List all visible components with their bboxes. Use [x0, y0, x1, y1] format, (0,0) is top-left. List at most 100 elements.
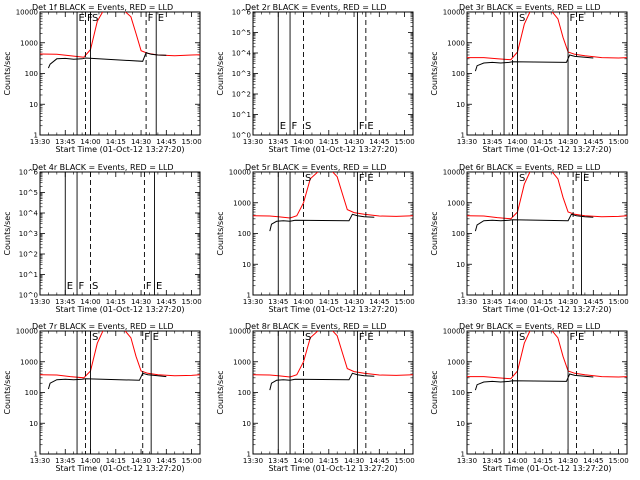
series-line-lld [467, 331, 627, 380]
x-tick-label: 14:15 [319, 298, 339, 306]
marker-label: F [146, 281, 152, 292]
x-tick-label: 14:15 [319, 138, 339, 146]
x-tick-label: 15:00 [608, 138, 628, 146]
y-tick-label: 10 [456, 101, 465, 109]
y-tick-label: 10^2 [232, 91, 251, 99]
plot-area [64, 172, 155, 295]
x-axis-label: Start Time (01-Oct-12 13:27:20) [482, 464, 611, 473]
series-line-lld [467, 172, 627, 220]
marker-label: E [280, 121, 286, 132]
y-tick-label: 1 [34, 451, 38, 459]
y-tick-label: 10^4 [232, 50, 252, 58]
marker-label: E [367, 121, 373, 132]
x-tick-label: 14:45 [156, 138, 176, 146]
y-axis-label: Counts/sec [430, 211, 439, 255]
y-tick-label: 100 [452, 70, 465, 78]
y-axis-label: Counts/sec [3, 51, 12, 95]
x-tick-label: 15:00 [181, 138, 201, 146]
y-tick-label: 100 [238, 230, 251, 238]
x-axis-label: Start Time (01-Oct-12 13:27:20) [55, 464, 184, 473]
series-line-events [474, 373, 594, 391]
panel-det-8: 1 10 100 1000 10000 13:30 13:45 14:00 14:15 14:30… [216, 322, 415, 473]
y-tick-label: 10^2 [19, 251, 38, 259]
marker-label: S [519, 332, 525, 343]
panel-title: Det 8r BLACK = Events, RED = LLD [245, 322, 387, 331]
x-tick-label: 15:00 [608, 457, 628, 465]
x-tick-label: 14:30 [558, 138, 578, 146]
x-tick-label: 14:00 [293, 457, 313, 465]
marker-label: S [305, 173, 311, 184]
y-tick-label: 10 [29, 420, 38, 428]
x-axis-label: Start Time (01-Oct-12 13:27:20) [55, 305, 184, 314]
panel-title: Det 5r BLACK = Events, RED = LLD [245, 163, 387, 172]
x-axis-label: Start Time (01-Oct-12 13:27:20) [55, 145, 184, 154]
y-tick-label: 1 [461, 451, 465, 459]
x-tick-label: 15:00 [394, 138, 414, 146]
plot-area [253, 331, 413, 454]
y-tick-label: 10^1 [19, 271, 38, 279]
y-tick-label: 10^5 [19, 189, 38, 197]
y-tick-label: 10^1 [232, 111, 251, 119]
x-tick-label: 13:30 [30, 138, 50, 146]
marker-label: E [583, 173, 589, 184]
panel-det-2: 10^0 10^1 10^2 10^3 10^4 10^5 10^6 13:30 13:45 14… [216, 3, 415, 154]
x-tick-label: 13:45 [482, 298, 502, 306]
x-tick-label: 14:15 [533, 457, 553, 465]
x-tick-label: 14:30 [344, 298, 364, 306]
x-tick-label: 15:00 [394, 298, 414, 306]
x-tick-label: 13:30 [457, 457, 477, 465]
marker-label: F [359, 332, 365, 343]
y-axis-label: Counts/sec [216, 51, 225, 95]
series-line-events [269, 213, 375, 232]
y-tick-label: 10000 [229, 169, 251, 177]
panel-det-7: 1 10 100 1000 10000 13:30 13:45 14:00 14:15 14:30… [3, 322, 202, 473]
marker-label: F [570, 13, 576, 24]
y-tick-label: 10000 [443, 169, 465, 177]
marker-label: S [305, 332, 311, 343]
marker-label: E [156, 281, 162, 292]
plot-frame [252, 330, 414, 455]
x-tick-label: 14:15 [106, 457, 126, 465]
marker-label: E [367, 332, 373, 343]
y-axis-label: Counts/sec [430, 51, 439, 95]
marker-label: F [144, 332, 150, 343]
y-tick-label: 10^0 [19, 292, 38, 300]
y-tick-label: 10 [242, 420, 251, 428]
series-line-events [269, 372, 375, 391]
x-tick-label: 14:00 [507, 138, 527, 146]
marker-label: E [67, 281, 73, 292]
x-tick-label: 14:45 [156, 457, 176, 465]
marker-label: S [519, 173, 525, 184]
plot-frame [252, 171, 414, 296]
marker-label: F [292, 121, 298, 132]
x-axis-label: Start Time (01-Oct-12 13:27:20) [268, 464, 397, 473]
y-tick-label: 10000 [443, 9, 465, 17]
panel-title: Det 9r BLACK = Events, RED = LLD [459, 322, 601, 331]
y-axis-label: Counts/sec [430, 370, 439, 414]
x-tick-label: 14:00 [80, 298, 100, 306]
y-tick-label: 1000 [233, 358, 251, 366]
panel-title: Det 6r BLACK = Events, RED = LLD [459, 163, 601, 172]
x-tick-label: 13:45 [55, 298, 75, 306]
x-tick-label: 14:00 [507, 457, 527, 465]
x-tick-label: 13:45 [268, 457, 288, 465]
plot-frame [466, 11, 628, 136]
x-axis-label: Start Time (01-Oct-12 13:27:20) [268, 305, 397, 314]
panel-det-5: 1 10 100 1000 10000 13:30 13:45 14:00 14:15 14:30… [216, 163, 415, 314]
x-tick-label: 14:00 [293, 138, 313, 146]
x-axis-label: Start Time (01-Oct-12 13:27:20) [268, 145, 397, 154]
marker-label: F [359, 121, 365, 132]
marker-label: E [79, 13, 85, 24]
series-line-events [47, 51, 167, 69]
x-tick-label: 14:45 [369, 298, 389, 306]
panel-title: Det 3r BLACK = Events, RED = LLD [459, 3, 601, 12]
panel-det-3: 1 10 100 1000 10000 13:30 13:45 14:00 14:15 14:30… [430, 3, 629, 154]
y-axis-label: Counts/sec [3, 211, 12, 255]
y-tick-label: 10^0 [232, 132, 251, 140]
x-tick-label: 13:30 [243, 457, 263, 465]
plot-frame [39, 330, 201, 455]
plot-area [467, 172, 627, 295]
y-tick-label: 100 [452, 389, 465, 397]
